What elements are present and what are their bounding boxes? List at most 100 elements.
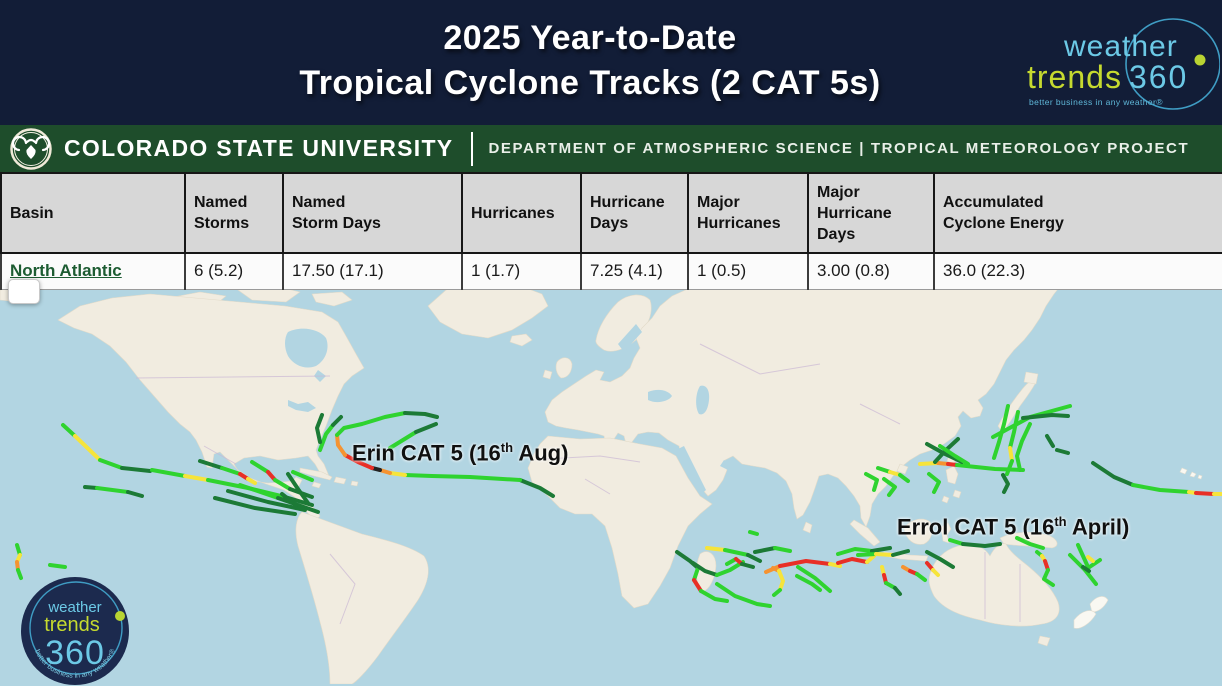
table-row: North Atlantic 6 (5.2) 17.50 (17.1) 1 (1.7)… (0, 253, 1222, 290)
inland-water (285, 324, 736, 495)
cyclone-track-segment (291, 470, 314, 482)
title-line-2: Tropical Cyclone Tracks (2 CAT 5s) (299, 64, 881, 102)
cyclone-track-segment (705, 546, 727, 552)
cyclone-track-segment (715, 560, 745, 577)
badge-orbit-dot-icon (115, 611, 125, 621)
table-cell: 7.25 (4.1) (580, 253, 689, 290)
cyclone-track-segment (836, 547, 874, 556)
cyclone-track-segment (753, 546, 777, 554)
page-title: 2025 Year-to-Date Tropical Cyclone Track… (0, 16, 1180, 106)
cyclone-track-segment (925, 550, 955, 569)
erin-annotation: Erin CAT 5 (16th Aug) (352, 440, 568, 466)
cyclone-track-segment (1086, 555, 1095, 563)
cyclone-track-segment (73, 434, 102, 462)
cyclone-track-segment (403, 411, 439, 419)
cyclone-track-segment (1045, 434, 1055, 448)
column-header-7: Accumulated Cyclone Energy (933, 172, 1222, 254)
cyclone-track-segment (1055, 448, 1070, 455)
cyclone-track-segment (692, 578, 703, 593)
cyclone-track-segment (1081, 565, 1091, 573)
cyclone-track-segment (915, 572, 927, 582)
cyclone-track-segment (1021, 413, 1070, 420)
table-cell: 1 (0.5) (687, 253, 809, 290)
cyclone-track-segment (1005, 459, 1014, 476)
continents (0, 284, 1063, 684)
cyclone-track-segment (213, 496, 297, 516)
cyclone-track-segment (938, 444, 970, 466)
title-banner: 2025 Year-to-Date Tropical Cyclone Track… (0, 0, 1222, 125)
column-header-5: Major Hurricanes (687, 172, 809, 254)
badge-word-trends: trends (44, 614, 100, 636)
cyclone-track-segment (931, 568, 940, 577)
weathertrends360-logo: weather trends 360 better business in any… (1020, 16, 1220, 116)
cyclone-track-segment (856, 552, 878, 557)
cyclone-track-segment (95, 486, 130, 494)
cyclone-track-segment (882, 477, 897, 497)
cyclone-track-segment (518, 478, 555, 498)
errol-text-after: April) (1066, 514, 1130, 540)
cyclone-track-segment (692, 566, 700, 582)
basin-link[interactable]: North Atlantic (10, 260, 122, 280)
university-name: COLORADO STATE UNIVERSITY (64, 135, 454, 161)
column-header-0: Basin (0, 172, 186, 254)
cyclone-track-segment (948, 538, 965, 546)
errol-sup: th (1054, 514, 1067, 529)
cyclone-track-segment (961, 542, 1002, 548)
cyclone-track-segment (715, 582, 772, 608)
cyclone-track-segment (388, 471, 407, 477)
erin-text-after: Aug) (513, 440, 569, 466)
cyclone-track-segment (1001, 473, 1010, 494)
cyclone-track-segment (764, 564, 782, 574)
cyclone-track-segment (1076, 543, 1090, 569)
badge-word-360: 360 (45, 634, 105, 672)
table-cell: 17.50 (17.1) (282, 253, 463, 290)
logo-tagline: better business in any weather® (1029, 97, 1163, 107)
islands (1073, 467, 1203, 629)
cyclone-track-segment (403, 473, 522, 482)
world-map[interactable] (0, 284, 1222, 684)
cyclone-track-segment (891, 549, 910, 557)
logo-word-weather: weather (1064, 30, 1178, 63)
cyclone-track-segment (83, 485, 99, 490)
map-control[interactable] (8, 279, 40, 304)
cyclone-tracks (15, 404, 1222, 608)
logo-word-trends: trends (1027, 59, 1122, 95)
csu-ram-logo-icon (10, 127, 52, 170)
cyclone-track-segment (864, 472, 879, 492)
cyclone-track-segment (220, 466, 242, 476)
cyclone-track-segment (388, 430, 418, 450)
cyclone-track-segment (1091, 461, 1135, 487)
cyclone-track-segment (1008, 410, 1020, 450)
cyclone-track-segment (992, 404, 1010, 460)
cyclone-track-segment (876, 466, 892, 474)
erin-text: Erin CAT 5 (16 (352, 440, 501, 466)
cyclone-track-segment (120, 466, 152, 473)
erin-sup: th (500, 440, 514, 455)
basin-cell: North Atlantic (0, 253, 186, 290)
cyclone-track-segment (331, 415, 343, 427)
cyclone-track-segment (778, 559, 832, 568)
logo-word-360: 360 (1128, 59, 1189, 95)
cyclone-track-segment (865, 554, 876, 564)
errol-annotation: Errol CAT 5 (16th April) (897, 514, 1129, 540)
banner-divider (471, 131, 474, 166)
cyclone-track-segment (318, 423, 335, 452)
column-header-1: Named Storms (184, 172, 284, 254)
cyclone-track-segment (699, 589, 729, 603)
cyclone-track-segment (746, 553, 762, 563)
cyclone-track-segment (238, 483, 280, 500)
cyclone-track-segment (795, 574, 822, 592)
column-header-3: Hurricanes (461, 172, 582, 254)
table-header-row: Basin Named Storms Named Storm Days Hurrica… (0, 172, 1222, 254)
errol-text: Errol CAT 5 (16 (897, 514, 1055, 540)
cyclone-track-segment (16, 568, 23, 580)
badge-word-weather: weather (47, 599, 101, 616)
cyclone-track-segment (772, 588, 782, 597)
cyclone-track-segment (1015, 536, 1045, 550)
table-cell: 1 (1.7) (461, 253, 582, 290)
cyclone-track-segment (280, 492, 298, 507)
cyclone-track-segment (1131, 483, 1191, 494)
table-cell: 36.0 (22.3) (933, 253, 1222, 290)
cyclone-track-segment (773, 546, 792, 553)
cyclone-track-segment (1008, 446, 1014, 463)
